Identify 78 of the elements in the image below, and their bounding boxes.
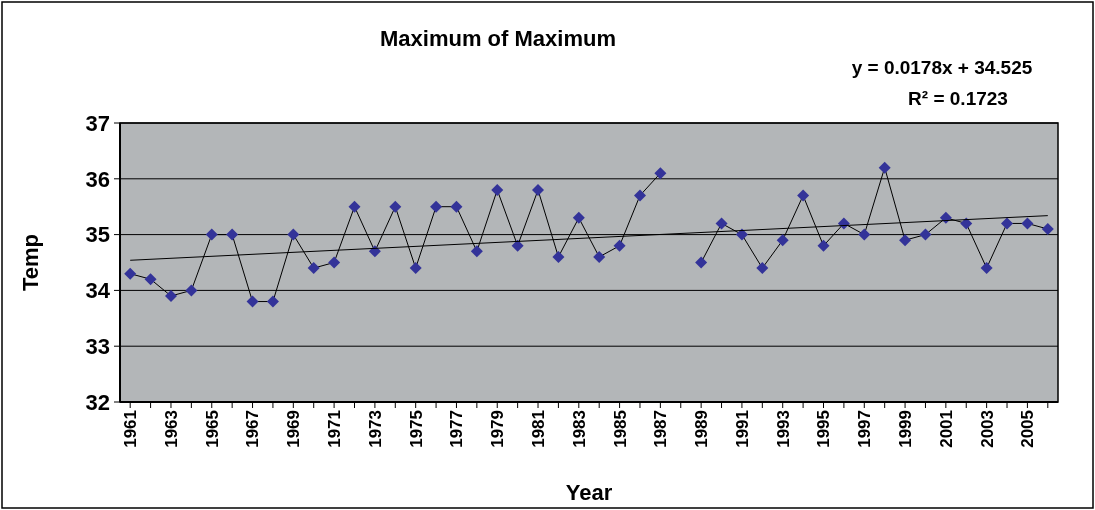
point — [226, 228, 239, 241]
text: y = 0.0178x + 34.525 — [851, 57, 1033, 78]
point — [776, 234, 789, 247]
point — [348, 200, 361, 213]
point — [430, 200, 443, 213]
point — [939, 211, 952, 224]
point — [532, 183, 545, 196]
y-axis-title: Temp — [18, 233, 43, 292]
x-tick-label: 1995 — [814, 410, 834, 448]
point — [756, 262, 769, 275]
point — [552, 250, 565, 263]
x-tick-label: 1965 — [202, 410, 222, 448]
point — [593, 250, 606, 263]
point — [1041, 223, 1054, 236]
point — [287, 228, 300, 241]
point — [470, 245, 483, 258]
x-tick-label: 1961 — [121, 410, 141, 448]
point — [878, 161, 891, 174]
point — [164, 289, 177, 302]
point — [797, 189, 810, 202]
point — [817, 239, 830, 252]
point — [654, 167, 667, 180]
point — [409, 262, 422, 275]
y-tick-label: 34 — [85, 278, 111, 304]
x-tick-label: 1979 — [488, 410, 508, 448]
point — [511, 239, 524, 252]
y-tick-label: 37 — [85, 110, 110, 136]
x-tick-label: 1963 — [161, 410, 181, 448]
x-tick-label: 1997 — [855, 410, 875, 448]
point — [715, 217, 728, 230]
x-tick-label: 1971 — [325, 410, 345, 448]
x-tick-label: 2001 — [936, 410, 956, 448]
chart-title: Maximum of Maximum — [380, 26, 616, 51]
point — [980, 262, 993, 275]
point — [307, 262, 320, 275]
point — [328, 256, 341, 269]
y-tick-label: 33 — [85, 333, 110, 359]
x-tick-label: 1991 — [732, 410, 752, 448]
point — [960, 217, 973, 230]
point — [695, 256, 708, 269]
x-tick-label: 1999 — [896, 410, 916, 448]
x-tick-label: 1967 — [243, 410, 263, 448]
point — [491, 183, 504, 196]
point — [205, 228, 218, 241]
point — [899, 234, 912, 247]
x-tick-label: 1969 — [284, 410, 304, 448]
x-tick-label: 1985 — [610, 410, 630, 448]
x-tick-label: 1993 — [773, 410, 793, 448]
point — [144, 273, 157, 286]
point — [389, 200, 402, 213]
x-tick-label: 1973 — [365, 410, 385, 448]
y-tick-label: 36 — [85, 166, 110, 192]
x-axis-title: Year — [565, 480, 613, 505]
point — [633, 189, 646, 202]
point — [266, 295, 279, 308]
x-tick-label: 1977 — [447, 410, 467, 448]
x-tick-label: 2005 — [1018, 410, 1038, 448]
point — [572, 211, 585, 224]
y-tick-label: 35 — [85, 222, 110, 248]
point — [450, 200, 463, 213]
point — [919, 228, 932, 241]
point — [613, 239, 626, 252]
x-tick-label: 1975 — [406, 410, 426, 448]
x-tick-label: 2003 — [977, 410, 997, 448]
point — [368, 245, 381, 258]
x-tick-label: 1981 — [528, 410, 548, 448]
y-tick-label: 32 — [85, 389, 110, 415]
text: R² = 0.1723 — [908, 88, 1008, 109]
point — [246, 295, 259, 308]
point — [735, 228, 748, 241]
point — [858, 228, 871, 241]
point — [124, 267, 137, 280]
point — [1021, 217, 1034, 230]
point — [185, 284, 198, 297]
x-tick-label: 1989 — [692, 410, 712, 448]
x-tick-label: 1983 — [569, 410, 589, 448]
x-tick-label: 1987 — [651, 410, 671, 448]
point — [1001, 217, 1014, 230]
